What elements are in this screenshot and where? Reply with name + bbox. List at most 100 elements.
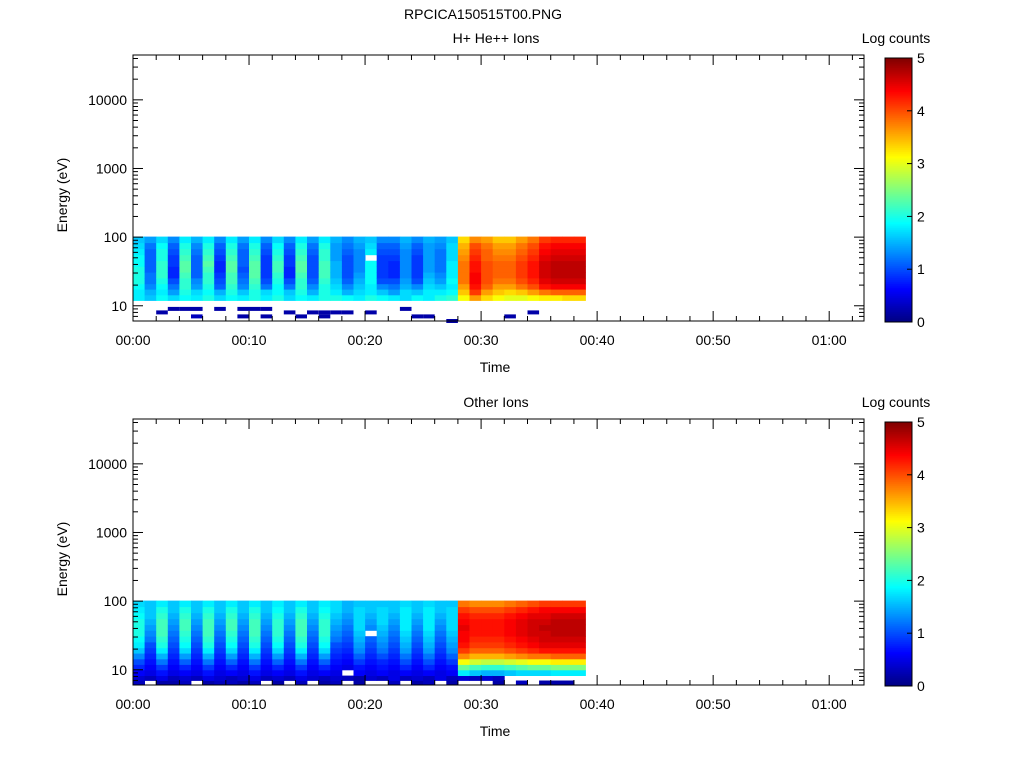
heatmap-cell xyxy=(225,647,238,654)
heatmap-cell xyxy=(179,600,192,608)
heatmap-cell xyxy=(365,236,378,244)
colorbar-swatch xyxy=(885,682,912,685)
heatmap-cell xyxy=(249,236,261,244)
colorbar-swatch xyxy=(885,270,912,273)
heatmap-cell xyxy=(225,242,238,250)
heatmap-cell xyxy=(376,600,389,608)
heatmap-cell xyxy=(341,618,354,626)
heatmap-cell xyxy=(411,314,424,319)
colorbar-tick-label: 4 xyxy=(917,103,925,119)
heatmap-cell xyxy=(202,653,215,660)
heatmap-cell xyxy=(515,680,528,686)
heatmap-cell xyxy=(539,236,552,244)
heatmap-cell xyxy=(515,260,528,267)
x-tick-label: 00:10 xyxy=(232,696,267,712)
heatmap-cell xyxy=(492,248,505,256)
x-tick-label: 00:10 xyxy=(232,332,267,348)
heatmap-cell xyxy=(272,236,285,244)
heatmap-cell xyxy=(492,254,505,262)
heatmap-cell xyxy=(283,606,296,614)
heatmap-cell xyxy=(260,266,273,273)
heatmap-cell xyxy=(423,236,436,244)
heatmap-cell xyxy=(283,236,296,244)
heatmap-cell xyxy=(550,618,563,626)
heatmap-cell xyxy=(133,669,145,676)
heatmap-cell xyxy=(423,248,436,256)
heatmap-cell xyxy=(388,618,401,626)
colorbar-swatch xyxy=(885,492,912,495)
heatmap-cell xyxy=(214,306,226,311)
heatmap-cell xyxy=(446,236,459,244)
heatmap-cell xyxy=(492,618,505,626)
x-tick-label: 00:20 xyxy=(348,332,383,348)
heatmap-cell xyxy=(423,242,436,250)
heatmap-cell xyxy=(249,600,261,608)
heatmap-cell xyxy=(237,283,250,290)
heatmap-cell xyxy=(295,242,308,250)
heatmap-cell xyxy=(341,630,354,637)
x-tick-label: 00:30 xyxy=(464,696,499,712)
colorbar-swatch xyxy=(885,512,912,515)
heatmap-cell xyxy=(446,636,459,643)
heatmap-cell xyxy=(504,630,517,637)
heatmap-cell xyxy=(237,306,249,311)
heatmap-cell xyxy=(272,618,285,626)
colorbar-swatch xyxy=(885,440,912,443)
heatmap-cell xyxy=(318,600,331,608)
heatmap-cell xyxy=(167,272,180,279)
heatmap-cell xyxy=(260,254,273,262)
colorbar-swatch xyxy=(885,84,912,87)
heatmap-cell xyxy=(341,675,354,681)
colorbar-swatch xyxy=(885,558,912,561)
colorbar-swatch xyxy=(885,278,912,281)
x-tick-label: 00:40 xyxy=(580,696,615,712)
heatmap-cell xyxy=(318,669,331,676)
heatmap-cell xyxy=(214,266,227,273)
heatmap-cell xyxy=(133,260,145,267)
heatmap-cell xyxy=(365,664,378,671)
colorbar-swatch xyxy=(885,142,912,145)
heatmap-cell xyxy=(341,624,354,631)
heatmap-cell xyxy=(365,636,378,643)
heatmap-cell xyxy=(191,653,203,660)
x-tick-label: 00:50 xyxy=(696,696,731,712)
heatmap-cell xyxy=(562,272,575,279)
colorbar-swatch xyxy=(885,116,912,119)
heatmap-cell xyxy=(133,636,145,643)
heatmap-cell xyxy=(411,675,424,681)
colorbar-swatch xyxy=(885,148,912,151)
heatmap-cell xyxy=(225,606,238,614)
heatmap-cell xyxy=(156,266,169,273)
heatmap-cell xyxy=(411,647,424,654)
heatmap-cell xyxy=(515,618,528,626)
heatmap-cell xyxy=(260,314,273,319)
colorbar-swatch xyxy=(885,174,912,177)
heatmap-cell xyxy=(260,236,273,244)
colorbar-swatch xyxy=(885,60,912,63)
heatmap-cell xyxy=(481,664,494,671)
heatmap-cell xyxy=(388,272,401,279)
colorbar-swatch xyxy=(885,504,912,507)
heatmap-cell xyxy=(573,242,586,250)
heatmap-cell xyxy=(156,624,169,631)
heatmap-cell xyxy=(191,647,203,654)
heatmap-cell xyxy=(573,664,586,671)
heatmap-cell xyxy=(295,653,308,660)
heatmap-cell xyxy=(318,636,331,643)
heatmap-cell xyxy=(446,624,459,631)
heatmap-cell xyxy=(283,242,296,250)
colorbar-swatch xyxy=(885,628,912,631)
heatmap-cell xyxy=(573,248,586,256)
heatmap-cell xyxy=(237,242,250,250)
heatmap-cell xyxy=(191,294,203,301)
heatmap-cell xyxy=(191,283,203,290)
colorbar-swatch xyxy=(885,564,912,567)
heatmap-cell xyxy=(492,260,505,267)
heatmap-cell xyxy=(225,636,238,643)
heatmap-cell xyxy=(260,653,273,660)
heatmap-cell xyxy=(133,289,145,296)
heatmap-cell xyxy=(457,647,470,654)
heatmap-cell xyxy=(295,630,308,637)
colorbar-swatch xyxy=(885,510,912,513)
heatmap-cell xyxy=(515,283,528,290)
